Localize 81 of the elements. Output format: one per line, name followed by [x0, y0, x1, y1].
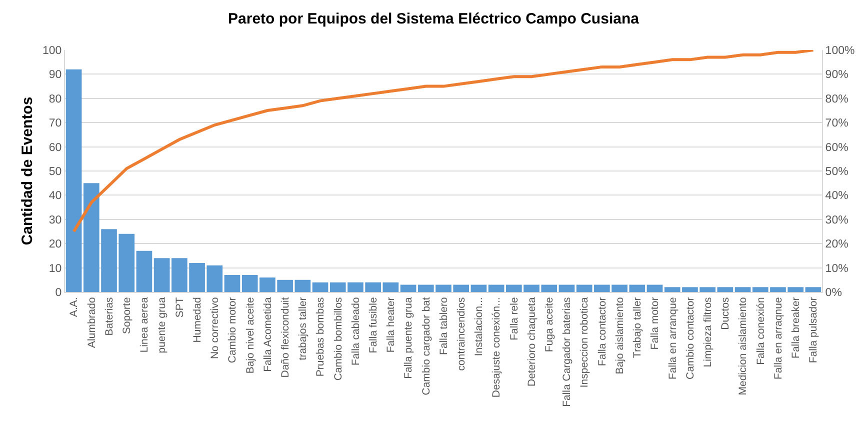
x-tick-label: trabajos taller	[297, 296, 310, 360]
x-tick-label: A.A.	[68, 297, 80, 318]
x-tick-label: Falla motor	[649, 296, 662, 350]
line-series	[72, 50, 815, 233]
x-tick-label: Falla en arranque	[666, 297, 679, 380]
y-tick-label: 90	[48, 69, 62, 82]
y2-tick-label: 0%	[825, 287, 842, 300]
x-tick-label: Falla pulsador	[808, 296, 820, 364]
y-tick-label: 0	[55, 287, 62, 300]
y-tick-label: 70	[48, 118, 62, 130]
x-tick-label: puente grua	[156, 297, 168, 354]
y-tick-label: 50	[48, 166, 62, 178]
bar	[224, 275, 240, 292]
x-tick-label: Falla tablero	[438, 297, 450, 355]
bar	[734, 287, 751, 292]
x-tick-label: Pruebas bombas	[314, 297, 327, 377]
x-tick-label: Deterioro chaqueta	[526, 297, 538, 387]
x-tick-label: Trabajo taller	[632, 296, 644, 358]
y-tick-label: 80	[48, 93, 62, 106]
x-tick-label: Falla conexión	[754, 297, 767, 365]
y2-tick-label: 100%	[825, 45, 855, 58]
bar	[66, 69, 82, 292]
y2-tick-label: 90%	[825, 69, 848, 82]
x-tick-label: Falla breaker	[790, 296, 802, 358]
x-tick-label: Bajo aislamiento	[614, 297, 626, 374]
y-axis-title: Cantidad de Eventos	[18, 96, 36, 246]
x-tick-label: Linea aerea	[138, 297, 151, 353]
bar	[488, 284, 504, 292]
x-tick-label: Falla rele	[508, 297, 520, 340]
x-tick-label: Falla fusible	[367, 297, 380, 354]
y2-tick-label: 10%	[825, 262, 848, 275]
x-tick-label: Falla puente grua	[402, 297, 415, 379]
y-tick-label: 30	[48, 214, 62, 226]
y2-tick-label: 60%	[825, 142, 848, 154]
y-tick-label: 100	[42, 45, 62, 58]
bar	[400, 284, 416, 292]
bar	[717, 287, 734, 292]
x-tick-label: Falla heater	[385, 296, 398, 353]
x-tick-label: Falla Cargador baterias	[561, 297, 574, 407]
x-tick-label: Cambio bombillos	[332, 297, 344, 381]
x-tick-label: SPT	[174, 296, 186, 318]
bar	[136, 250, 152, 292]
y-tick-label: 20	[48, 238, 62, 251]
y2-tick-label: 30%	[825, 214, 848, 226]
x-tick-label: Fuga aceite	[544, 297, 556, 352]
x-tick-label: Medicion aislamiento	[737, 297, 750, 396]
bar	[558, 284, 575, 292]
x-tick-label: Inspeccion robotica	[578, 297, 591, 388]
x-tick-label: Limpieza filtros	[702, 297, 714, 368]
x-tick-label: Desajuste conexión...	[490, 297, 503, 398]
x-tick-label: Humedad	[191, 297, 204, 343]
x-tick-label: Alumbrado	[86, 297, 98, 348]
x-tick-label: Instalacion...	[473, 297, 486, 356]
bar	[470, 284, 487, 292]
bar	[646, 284, 663, 292]
bar	[805, 287, 822, 292]
x-tick-label: Falla contactor	[596, 296, 608, 366]
x-tick-label: Cambio contactor	[684, 296, 696, 380]
x-tick-label: Cambio motor	[226, 296, 239, 364]
y-tick-label: 40	[48, 190, 62, 202]
chart-title: Pareto por Equipos del Sistema Eléctrico Campo Cusiana	[228, 10, 640, 28]
x-tick-label: Cambio cargador bat	[420, 297, 432, 396]
x-tick-label: No correctivo	[209, 297, 222, 360]
x-tick-label: Baterias	[103, 297, 116, 336]
x-tick-label: contraincendios	[456, 297, 468, 371]
x-tick-label: Daño flexiconduit	[279, 297, 292, 378]
y2-tick-label: 70%	[825, 118, 848, 130]
y2-tick-label: 80%	[825, 93, 848, 106]
bar	[382, 282, 399, 292]
y-tick-label: 10	[48, 262, 62, 275]
x-tick-label: Falla Acometida	[262, 297, 274, 372]
x-tick-label: Falla cableado	[350, 297, 362, 366]
x-tick-label: Falla en arraqnue	[772, 297, 784, 380]
x-tick-label: Soporte	[121, 297, 134, 334]
x-tick-label: Bajo nivel aceite	[244, 297, 256, 374]
y-tick-label: 60	[48, 142, 62, 154]
y2-tick-label: 50%	[825, 166, 848, 178]
y2-tick-label: 20%	[825, 238, 848, 251]
bar	[312, 282, 328, 292]
y2-tick-label: 40%	[825, 190, 848, 202]
x-tick-label: Ductos	[720, 297, 732, 330]
